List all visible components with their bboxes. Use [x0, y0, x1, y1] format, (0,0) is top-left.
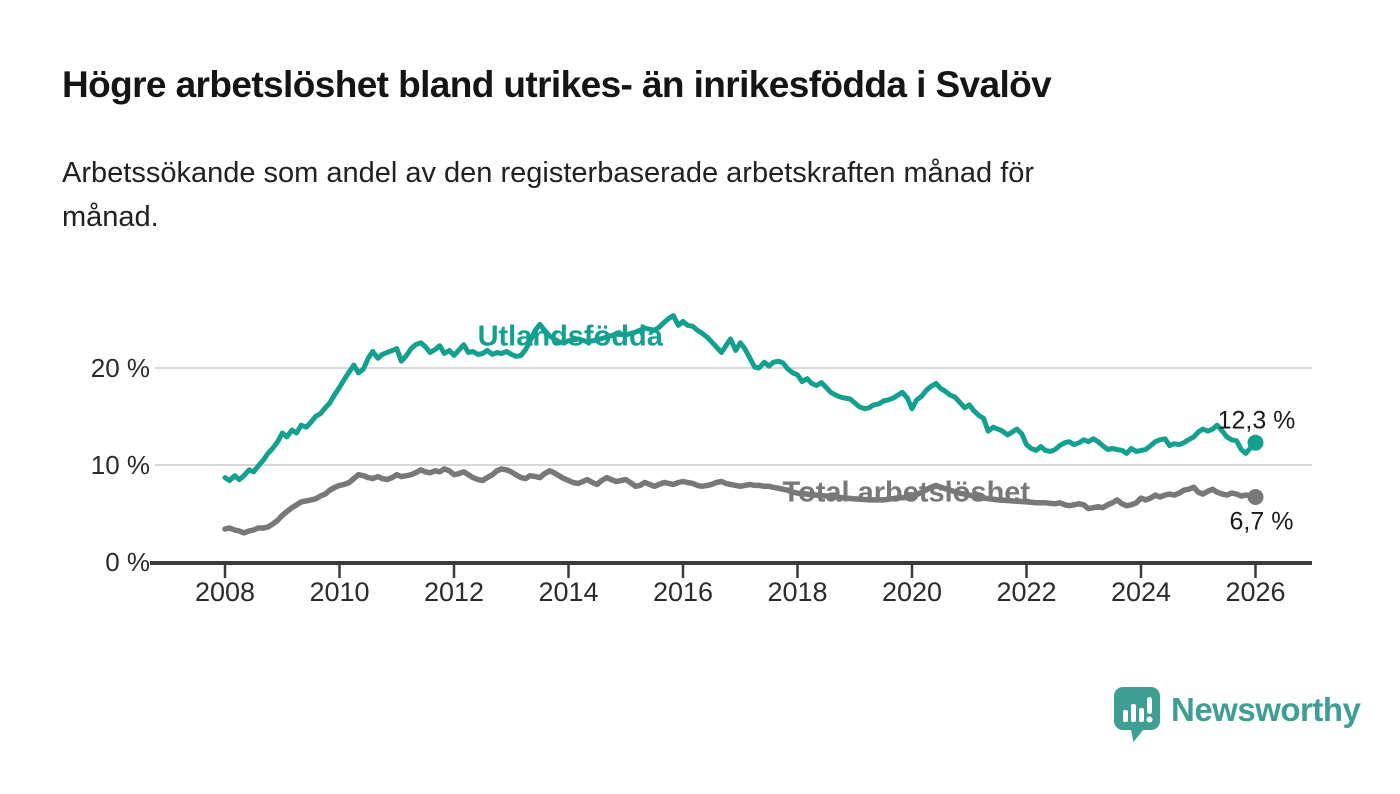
- series-line-1: [222, 466, 1259, 536]
- x-tick-label: 2022: [996, 577, 1057, 607]
- x-tick-label: 2026: [1225, 577, 1286, 607]
- x-tick-label: 2012: [423, 577, 485, 607]
- end-value-label-utlandsfodda: 12,3 %: [1217, 406, 1296, 435]
- series-end-dot-0: [1247, 434, 1264, 451]
- series-label-total-arbetsloshet: Total arbetslöshet: [782, 476, 1031, 509]
- x-tick-label: 2024: [1110, 577, 1172, 607]
- series-label-utlandsfodda: Utlandsfödda: [477, 320, 663, 353]
- chart-subtitle: Arbetssökande som andel av den registerb…: [62, 157, 1035, 233]
- x-tick-label: 2008: [194, 577, 256, 607]
- series-line-0: [222, 313, 1258, 483]
- x-tick-label: 2010: [309, 577, 370, 607]
- brand-name: Newsworthy: [1171, 691, 1361, 728]
- y-tick-label: 0 %: [105, 547, 150, 577]
- x-tick-label: 2018: [767, 577, 828, 607]
- y-tick-label: 20 %: [90, 353, 150, 383]
- series-end-dot-1: [1247, 489, 1264, 506]
- y-tick-label: 10 %: [90, 450, 150, 480]
- x-tick-label: 2020: [881, 577, 943, 607]
- end-value-label-total-arbetsloshet: 6,7 %: [1229, 507, 1294, 536]
- x-tick-label: 2014: [538, 577, 599, 607]
- chart-title: Högre arbetslöshet bland utrikes- än inr…: [62, 64, 1052, 105]
- brand-footer: Newsworthy: [1113, 686, 1361, 746]
- newsworthy-logo-icon: [1113, 686, 1161, 744]
- speech-bubble-bar-chart-icon: [1114, 687, 1160, 742]
- x-tick-label: 2016: [652, 577, 714, 607]
